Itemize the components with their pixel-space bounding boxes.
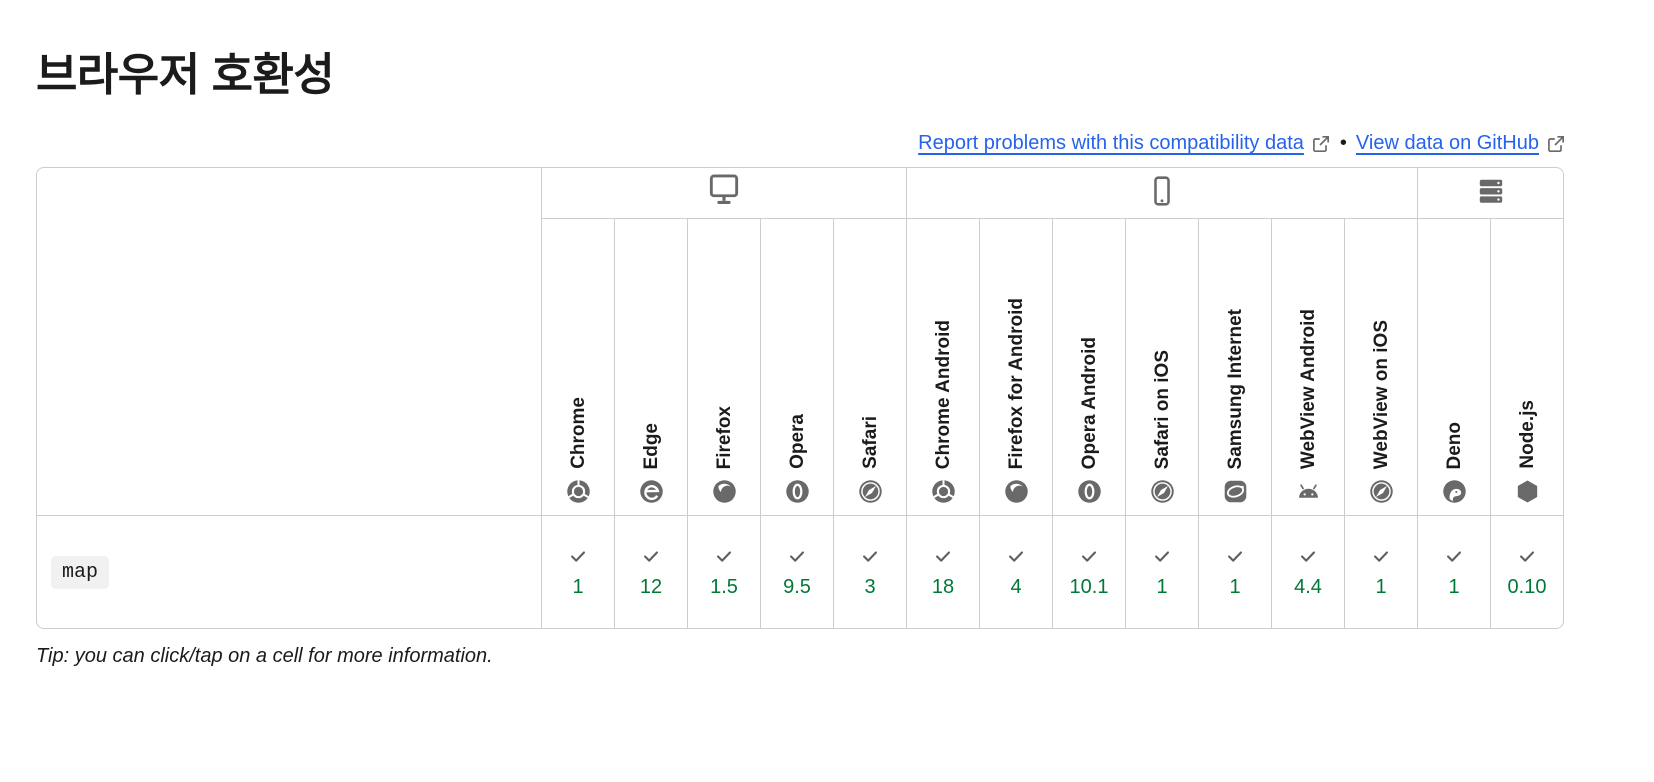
opera-icon [784,478,811,505]
safari-icon [857,478,884,505]
support-cell[interactable]: 1.5 [687,515,760,628]
link-separator: • [1339,132,1347,154]
server-icon [1475,175,1507,207]
browser-header-nodejs: Node.js [1490,218,1564,515]
support-cell[interactable]: 9.5 [760,515,833,628]
check-icon [1516,545,1538,567]
browser-header-firefox: Firefox [687,218,760,515]
browser-header-chrome-android: Chrome Android [906,218,980,515]
view-data-github-label: View data on GitHub [1355,132,1539,154]
browser-header-safari: Safari [833,218,907,515]
browser-header-deno: Deno [1417,218,1491,515]
check-icon [1224,545,1246,567]
compat-section: 브라우저 호환성 Report problems with this compa… [36,48,1566,668]
browser-header-edge: Edge [614,218,687,515]
feedback-links: Report problems with this compatibility … [36,132,1566,155]
support-version: 1.5 [710,576,738,598]
check-icon [567,545,589,567]
firefox-icon [711,478,738,505]
platform-server [1417,168,1563,218]
check-icon [1005,545,1027,567]
check-icon [1297,545,1319,567]
tip-text: Tip: you can click/tap on a cell for mor… [36,645,493,667]
corner-cell [37,168,541,515]
browser-header-chrome: Chrome [541,218,614,515]
support-cell[interactable]: 12 [614,515,687,628]
support-cell[interactable]: 1 [1198,515,1272,628]
browser-header-samsung-internet: Samsung Internet [1198,218,1272,515]
chrome-icon [930,478,957,505]
support-cell[interactable]: 0.10 [1490,515,1564,628]
android-icon [1295,478,1322,505]
browser-header-opera-android: Opera Android [1052,218,1126,515]
deno-icon [1441,478,1468,505]
section-title: 브라우저 호환성 [36,49,335,100]
check-icon [932,545,954,567]
support-version: 3 [864,576,876,598]
platform-mobile [906,168,1417,218]
samsung-internet-icon [1222,478,1249,505]
desktop-icon [705,172,743,210]
report-problems-link[interactable]: Report problems with this compatibility … [918,132,1331,155]
browser-header-webview-android: WebView Android [1271,218,1345,515]
check-icon [713,545,735,567]
check-icon [859,545,881,567]
support-cell[interactable]: 3 [833,515,907,628]
support-cell[interactable]: 10.1 [1052,515,1126,628]
support-cell[interactable]: 4 [979,515,1053,628]
support-cell[interactable]: 1 [1125,515,1199,628]
platform-desktop [541,168,906,218]
support-cell[interactable]: 18 [906,515,980,628]
support-version: 9.5 [783,576,811,598]
browser-header-webview-ios: WebView on iOS [1344,218,1418,515]
support-cell[interactable]: 1 [1417,515,1491,628]
support-version: 0.10 [1507,576,1547,598]
check-icon [1078,545,1100,567]
support-cell[interactable]: 1 [541,515,614,628]
edge-icon [638,478,665,505]
support-cell[interactable]: 1 [1344,515,1418,628]
nodejs-icon [1514,478,1541,505]
feature-name: map [51,555,110,589]
platforms-row [37,168,1563,218]
support-version: 4 [1010,576,1022,598]
feature-row: map 1 12 1.5 9.5 3 [37,515,1564,628]
browser-header-opera: Opera [760,218,833,515]
support-version: 4.4 [1294,576,1322,598]
mobile-icon [1145,174,1179,208]
browser-header-firefox-android: Firefox for Android [979,218,1053,515]
browsers-row: Chrome Edge Firefox Opera Safari Chrome … [37,218,1564,515]
support-cell[interactable]: 4.4 [1271,515,1345,628]
compat-table: Chrome Edge Firefox Opera Safari Chrome … [36,167,1565,629]
safari-icon [1368,478,1395,505]
safari-icon [1149,478,1176,505]
support-version: 10.1 [1069,576,1109,598]
support-version: 1 [1156,576,1168,598]
chrome-icon [565,478,592,505]
browser-header-safari-ios: Safari on iOS [1125,218,1199,515]
support-version: 1 [572,576,584,598]
check-icon [1151,545,1173,567]
support-version: 1 [1375,576,1387,598]
support-version: 12 [639,576,663,598]
opera-icon [1076,478,1103,505]
feature-name-cell: map [37,515,541,628]
view-data-github-link[interactable]: View data on GitHub [1356,132,1566,155]
support-version: 1 [1229,576,1241,598]
report-problems-label: Report problems with this compatibility … [918,132,1304,154]
firefox-icon [1003,478,1030,505]
external-link-icon [1311,134,1331,154]
support-version: 1 [1448,576,1460,598]
check-icon [786,545,808,567]
check-icon [1370,545,1392,567]
check-icon [640,545,662,567]
support-version: 18 [931,576,955,598]
external-link-icon [1546,134,1566,154]
check-icon [1443,545,1465,567]
